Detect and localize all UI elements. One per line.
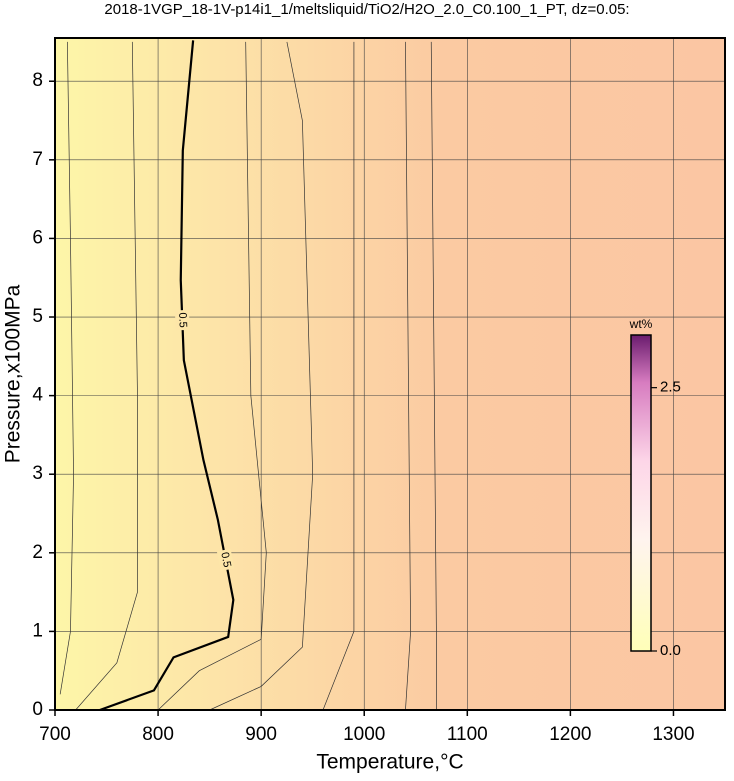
- colorbar-title: wt%: [629, 317, 653, 331]
- y-tick-label: 6: [32, 227, 43, 248]
- colorbar-tick-label: 0.0: [660, 642, 681, 659]
- plot-background: [55, 38, 725, 710]
- contour-line: [405, 41, 411, 711]
- x-tick-label: 1100: [447, 724, 488, 745]
- plot-frame: [54, 37, 726, 711]
- x-tick-label: 700: [39, 724, 71, 745]
- y-tick-label: 8: [32, 70, 43, 91]
- x-tick-label: 1200: [549, 724, 591, 745]
- y-tick-label: 2: [32, 542, 43, 563]
- x-tick-label: 900: [245, 724, 277, 745]
- y-tick-label: 7: [32, 149, 43, 170]
- contour-line: [430, 41, 437, 710]
- contour-label: 0.5: [218, 551, 233, 568]
- contour-line: [75, 41, 138, 711]
- contour-line: [209, 41, 314, 711]
- chart-title: 2018-1VGP_18-1V-p14i1_1/meltsliquid/TiO2…: [104, 1, 629, 18]
- x-tick-label: 800: [142, 724, 174, 745]
- x-tick-label: 1000: [343, 724, 385, 745]
- y-axis-label: Pressure,x100MPa: [2, 284, 25, 463]
- y-tick-label: 4: [32, 385, 43, 406]
- colorbar: [630, 334, 652, 652]
- y-tick-label: 5: [32, 306, 43, 327]
- x-axis-label: Temperature,°C: [316, 751, 463, 774]
- y-tick-label: 0: [32, 699, 43, 720]
- y-tick-label: 3: [32, 463, 43, 484]
- contour-line: [322, 41, 355, 711]
- contour-label-bg: [174, 309, 190, 331]
- contour-label-bg: [216, 548, 235, 572]
- colorbar-tick-label: 2.5: [660, 379, 681, 396]
- contour-line: [157, 41, 267, 711]
- contour-line: [59, 41, 74, 695]
- y-tick-label: 1: [32, 620, 43, 641]
- contour-line: [99, 40, 235, 712]
- contour-label: 0.5: [176, 312, 189, 328]
- x-tick-label: 1300: [652, 724, 694, 745]
